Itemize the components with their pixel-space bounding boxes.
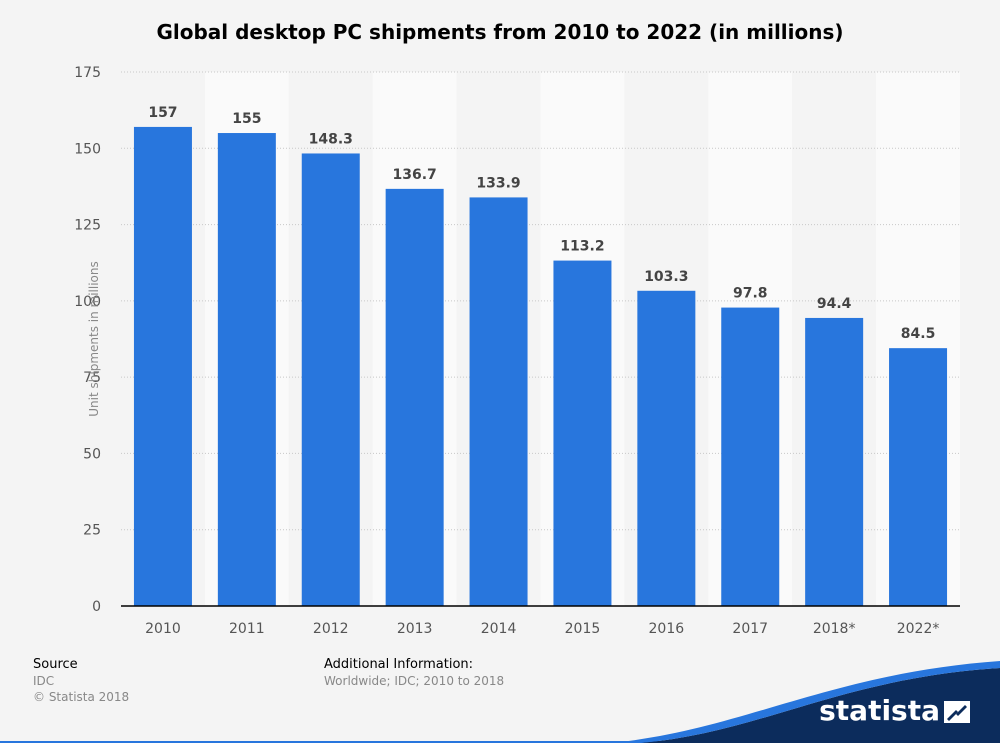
source-line-2: © Statista 2018 (33, 690, 130, 704)
x-tick-label: 2013 (397, 621, 433, 637)
y-tick-label: 75 (83, 370, 101, 386)
bar (889, 348, 948, 606)
y-tick-label: 125 (74, 218, 101, 234)
bar (217, 133, 276, 606)
bar-value-label: 133.9 (476, 175, 520, 191)
statista-logo-text: statista (819, 694, 940, 727)
bar (469, 197, 528, 607)
bar (133, 126, 192, 606)
bar (553, 260, 612, 606)
bar-value-label: 157 (148, 105, 177, 121)
additional-info-heading: Additional Information: (324, 657, 474, 672)
x-tick-label: 2012 (313, 621, 349, 637)
bar-value-label: 148.3 (309, 131, 353, 147)
y-tick-label: 150 (74, 141, 101, 157)
x-tick-label: 2010 (145, 621, 181, 637)
bar (721, 307, 780, 606)
bar-value-label: 103.3 (644, 269, 688, 285)
x-tick-label: 2015 (565, 621, 601, 637)
bar-value-label: 136.7 (393, 167, 437, 183)
x-tick-label: 2017 (732, 621, 768, 637)
x-tick-label: 2014 (481, 621, 517, 637)
bar-value-label: 97.8 (733, 286, 768, 302)
chart-title: Global desktop PC shipments from 2010 to… (156, 20, 844, 44)
bar-value-label: 113.2 (560, 239, 604, 255)
bar-chart: 0 25 50 75 100 125 150 175 Unit shipments in mil… (74, 65, 960, 637)
y-tick-label: 50 (83, 446, 101, 462)
y-tick-label: 25 (83, 523, 101, 539)
additional-info-block: Additional Information: Worldwide; IDC; … (324, 657, 504, 688)
bar (637, 290, 696, 606)
bar-value-label: 84.5 (901, 326, 936, 342)
statista-logo-icon (944, 701, 970, 723)
additional-info-text: Worldwide; IDC; 2010 to 2018 (324, 674, 505, 688)
y-axis-title: Unit shipments in millions (87, 261, 101, 416)
y-tick-label: 100 (74, 294, 101, 310)
source-heading: Source (33, 657, 78, 672)
bar (385, 188, 444, 606)
x-tick-label: 2011 (229, 621, 265, 637)
bar (805, 317, 864, 606)
bar-value-label: 155 (232, 111, 261, 127)
y-tick-label: 175 (74, 65, 101, 81)
x-tick-label: 2016 (649, 621, 685, 637)
x-tick-label: 2022* (897, 621, 940, 637)
source-line-1: IDC (33, 674, 55, 688)
source-block: Source IDC © Statista 2018 (33, 657, 129, 704)
bar-value-label: 94.4 (817, 296, 852, 312)
bar (301, 153, 360, 606)
x-tick-label: 2018* (813, 621, 856, 637)
y-tick-label: 0 (92, 599, 101, 615)
